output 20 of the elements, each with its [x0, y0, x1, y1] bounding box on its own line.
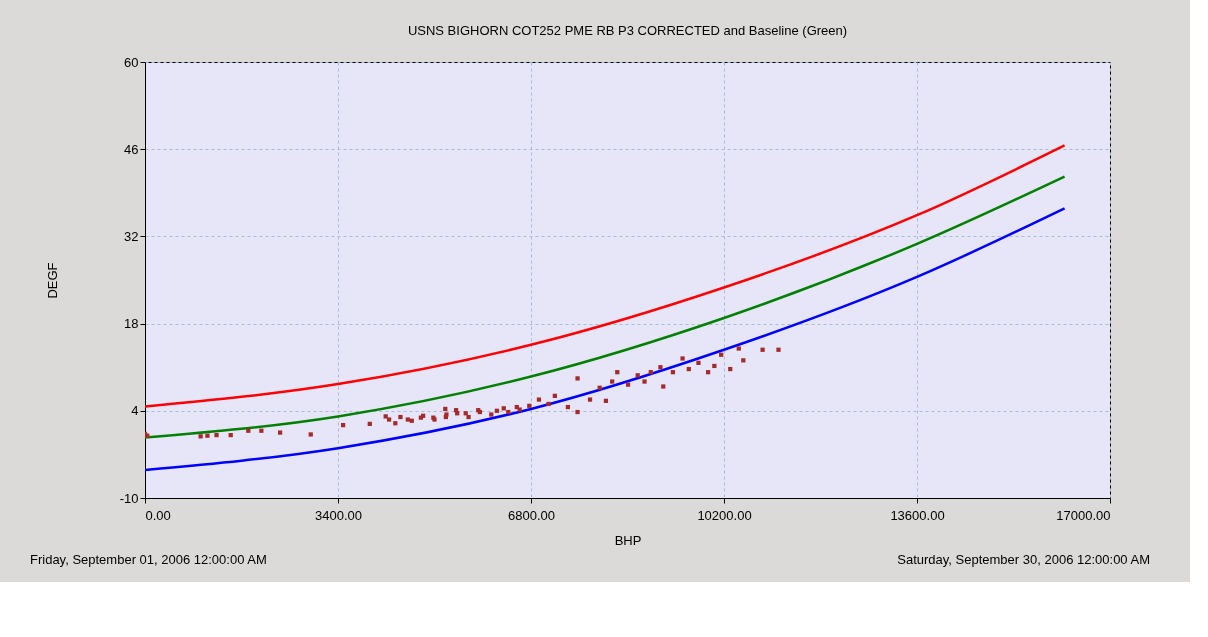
chart-title: USNS BIGHORN COT252 PME RB P3 CORRECTED and Baseline (Green) [407, 23, 848, 38]
y-tick-label: 46 [124, 141, 139, 157]
line-series [145, 144, 1066, 408]
text: Friday, September 01, 2006 12:00:00 AM [30, 552, 267, 567]
y-tick-label: 4 [131, 403, 139, 419]
y-tick-label: -10 [119, 490, 139, 506]
line-series [145, 207, 1066, 472]
x-tick-label: 17000.00 [1056, 507, 1111, 523]
x-axis-title: BHP [614, 532, 642, 548]
x-tick-label: 13600.00 [890, 507, 945, 523]
y-tick-label: 18 [124, 316, 139, 332]
x-tick-label: 0.00 [145, 507, 171, 523]
line-series [145, 175, 1066, 439]
x-tick-label: 6800.00 [508, 507, 555, 523]
x-tick-label: 10200.00 [697, 507, 752, 523]
y-axis-title: DEGF [44, 262, 60, 299]
text: Saturday, September 30, 2006 12:00:00 AM [897, 552, 1150, 567]
x-tick-label: 3400.00 [315, 507, 362, 523]
y-tick-label: 60 [124, 54, 139, 70]
y-tick-label: 32 [124, 228, 139, 244]
